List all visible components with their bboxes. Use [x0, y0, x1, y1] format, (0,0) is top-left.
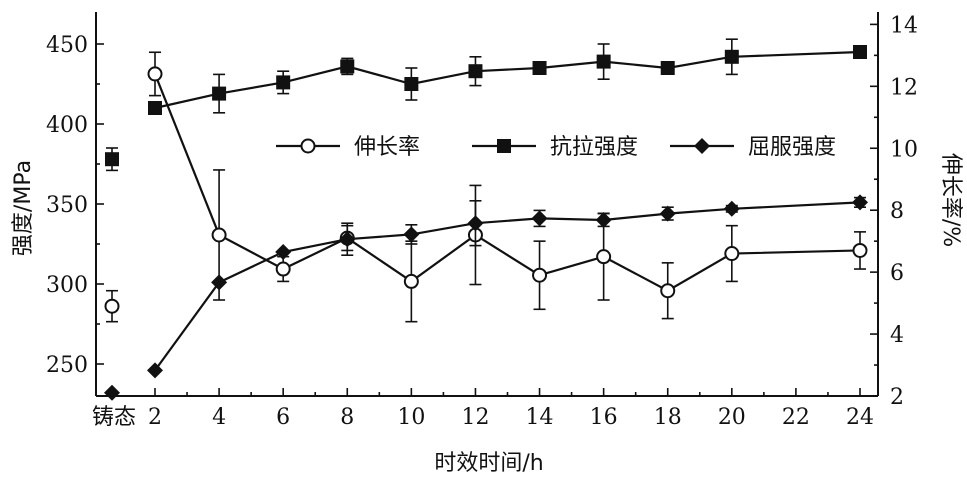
- yield-strength-point: [595, 212, 612, 228]
- tensile-strength-point: [340, 59, 355, 74]
- legend-label: 屈服强度: [748, 135, 836, 160]
- elongation-point: [275, 261, 291, 277]
- x-tick-label: 8: [340, 405, 354, 430]
- right-tick-label: 14: [890, 13, 918, 38]
- tensile-strength-point: [404, 77, 419, 91]
- x-tick-label: 20: [718, 405, 746, 430]
- x-axis-title: 时效时间/h: [434, 451, 543, 476]
- elongation-point: [724, 246, 740, 262]
- yield-strength-point: [467, 215, 484, 232]
- legend: 伸长率 抗拉强度 屈服强度: [276, 135, 836, 160]
- x-tick-label: 18: [654, 405, 682, 430]
- yield-strength-point: [723, 200, 740, 217]
- tensile-strength-point: [276, 75, 291, 90]
- yield-strength-point: [403, 226, 420, 243]
- tensile-strength-point: [212, 86, 227, 101]
- x-tick-label: 12: [461, 405, 489, 430]
- series-yield-strength-line: [104, 194, 868, 401]
- tensile-strength-line: [154, 50, 861, 110]
- right-tick-label: 2: [890, 385, 904, 410]
- yield-strength-point: [531, 210, 548, 227]
- legend-item: 伸长率: [276, 135, 420, 160]
- tensile-strength-point: [105, 152, 119, 167]
- yield-strength-point: [852, 194, 868, 211]
- tensile-strength-point: [660, 61, 675, 75]
- elongation-point: [403, 273, 419, 289]
- tensile-strength-point: [532, 61, 547, 75]
- right-tick-label: 12: [890, 75, 918, 100]
- left-tick-label: 450: [46, 33, 88, 58]
- yield-strength-point: [104, 384, 120, 401]
- legend-item: 抗拉强度: [472, 135, 638, 160]
- right-tick-label: 10: [890, 137, 918, 162]
- series-tensile-strength-line: [105, 38, 867, 172]
- legend-marker: [497, 139, 511, 153]
- x-tick-label: 铸态: [92, 405, 136, 430]
- elongation-point: [852, 242, 868, 258]
- elongation-point: [147, 66, 163, 82]
- series-layer: [104, 38, 868, 401]
- tensile-strength-point: [468, 64, 483, 79]
- elongation-point: [104, 298, 120, 314]
- legend-marker: [300, 138, 316, 154]
- left-tick-label: 250: [46, 353, 88, 378]
- elongation-point: [660, 283, 676, 299]
- right-tick-label: 6: [890, 261, 904, 286]
- legend-label: 抗拉强度: [550, 135, 638, 160]
- left-tick-label: 400: [46, 113, 88, 138]
- right-tick-label: 8: [890, 199, 904, 224]
- x-tick-label: 6: [276, 405, 290, 430]
- legend-marker: [694, 138, 710, 154]
- yield-strength-point: [211, 274, 228, 291]
- tensile-strength-point: [724, 49, 739, 64]
- elongation-point: [596, 249, 612, 265]
- x-tick-label: 4: [212, 405, 226, 430]
- right-tick-label: 4: [890, 323, 904, 348]
- yield-strength-point: [659, 205, 676, 222]
- elongation-point: [211, 227, 227, 243]
- legend-label: 伸长率: [354, 135, 420, 160]
- left-axis-title: 强度/MPa: [11, 160, 36, 256]
- tensile-strength-point: [596, 54, 611, 69]
- tensile-strength-point: [148, 101, 162, 115]
- yield-strength-point: [339, 231, 356, 248]
- elongation-point: [532, 267, 548, 283]
- yield-strength-point: [147, 362, 163, 379]
- x-tick-label: 2: [148, 405, 162, 430]
- x-tick-label: 10: [397, 405, 425, 430]
- tensile-strength-point: [853, 45, 867, 59]
- x-tick-label: 24: [846, 405, 874, 430]
- yield-strength-line: [154, 201, 861, 372]
- yield-strength-point: [275, 244, 292, 260]
- x-tick-label: 16: [590, 405, 618, 430]
- x-tick-label: 14: [526, 405, 554, 430]
- legend-item: 屈服强度: [670, 135, 836, 160]
- left-tick-label: 350: [46, 193, 88, 218]
- right-axis-title: 伸长率/%: [938, 153, 963, 247]
- left-tick-label: 300: [46, 273, 88, 298]
- x-tick-label: 22: [782, 405, 810, 430]
- elongation-line: [153, 73, 861, 292]
